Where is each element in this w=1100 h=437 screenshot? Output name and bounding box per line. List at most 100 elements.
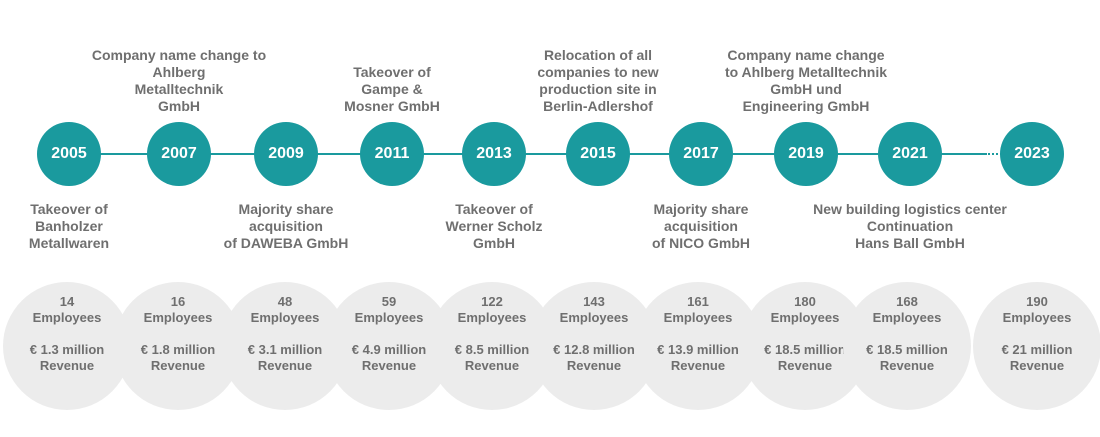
event-line: companies to new [537, 64, 659, 80]
event-line: New building logistics center [813, 201, 1007, 217]
event-line: GmbH [473, 235, 515, 251]
employees-block: 168 Employees [843, 294, 971, 326]
event-2019: Company name change to Ahlberg Metalltech… [696, 47, 916, 115]
stats-bubble-2017: 161 Employees € 13.9 million Revenue [634, 282, 762, 410]
event-line: Majority share [653, 201, 749, 217]
year-node-2007: 2007 [147, 122, 211, 186]
revenue-block: € 1.8 million Revenue [114, 342, 242, 374]
event-2021: New building logistics center Continuatio… [800, 201, 1020, 252]
year-node-2005: 2005 [37, 122, 101, 186]
revenue-block: € 21 million Revenue [973, 342, 1100, 374]
revenue-label: Revenue [777, 358, 833, 373]
employees-block: 190 Employees [973, 294, 1100, 326]
employees-block: 59 Employees [325, 294, 453, 326]
event-line: Banholzer [35, 218, 103, 234]
employees-label: Employees [1002, 310, 1072, 325]
year-node-2011: 2011 [360, 122, 424, 186]
employees-block: 14 Employees [3, 294, 131, 326]
revenue-value: € 21 million [1001, 342, 1073, 357]
revenue-value: € 1.3 million [29, 342, 105, 357]
revenue-value: € 4.9 million [351, 342, 427, 357]
revenue-label: Revenue [150, 358, 206, 373]
event-line: Mosner GmbH [344, 98, 440, 114]
employees-label: Employees [457, 310, 527, 325]
stats-bubble-2021: 168 Employees € 18.5 million Revenue [843, 282, 971, 410]
event-2007: Company name change to Ahlberg Metalltechn… [69, 47, 289, 115]
event-line: Takeover of [353, 64, 431, 80]
year-node-2019: 2019 [774, 122, 838, 186]
employees-count: 59 [381, 294, 397, 309]
event-line: GmbH und [770, 81, 842, 97]
event-line: Takeover of [455, 201, 533, 217]
revenue-label: Revenue [1009, 358, 1065, 373]
year-node-2009: 2009 [254, 122, 318, 186]
event-line: Werner Scholz [445, 218, 543, 234]
year-node-2023: 2023 [1000, 122, 1064, 186]
stats-bubble-2005: 14 Employees € 1.3 million Revenue [3, 282, 131, 410]
event-2013: Takeover of Werner Scholz GmbH [384, 201, 604, 252]
employees-label: Employees [559, 310, 629, 325]
employees-block: 16 Employees [114, 294, 242, 326]
event-line: Majority share [238, 201, 334, 217]
revenue-block: € 1.3 million Revenue [3, 342, 131, 374]
event-2011: Takeover of Gampe & Mosner GmbH [282, 64, 502, 115]
event-2005: Takeover of Banholzer Metallwaren [0, 201, 179, 252]
employees-count: 14 [59, 294, 75, 309]
employees-count: 180 [794, 294, 816, 309]
revenue-block: € 18.5 million Revenue [843, 342, 971, 374]
year-node-2017: 2017 [669, 122, 733, 186]
event-2009: Majority share acquisition of DAWEBA GmbH [176, 201, 396, 252]
event-line: Relocation of all [543, 47, 653, 63]
employees-label: Employees [143, 310, 213, 325]
employees-label: Employees [770, 310, 840, 325]
employees-block: 161 Employees [634, 294, 762, 326]
employees-block: 48 Employees [221, 294, 349, 326]
event-line: of NICO GmbH [652, 235, 750, 251]
employees-block: 143 Employees [530, 294, 658, 326]
employees-count: 161 [687, 294, 709, 309]
revenue-value: € 13.9 million [657, 342, 739, 357]
employees-block: 122 Employees [428, 294, 556, 326]
revenue-label: Revenue [670, 358, 726, 373]
employees-count: 190 [1026, 294, 1048, 309]
revenue-value: € 3.1 million [247, 342, 323, 357]
revenue-block: € 4.9 million Revenue [325, 342, 453, 374]
employees-count: 168 [896, 294, 918, 309]
revenue-label: Revenue [566, 358, 622, 373]
year-node-2021: 2021 [878, 122, 942, 186]
event-line: GmbH [158, 98, 200, 114]
revenue-value: € 8.5 million [454, 342, 530, 357]
stats-bubble-2023: 190 Employees € 21 million Revenue [973, 282, 1100, 410]
employees-label: Employees [663, 310, 733, 325]
employees-count: 16 [170, 294, 186, 309]
revenue-block: € 13.9 million Revenue [634, 342, 762, 374]
event-line: Company name change to [91, 47, 267, 63]
revenue-value: € 18.5 million [764, 342, 846, 357]
employees-count: 143 [583, 294, 605, 309]
event-line: Berlin-Adlershof [543, 98, 653, 114]
revenue-block: € 3.1 million Revenue [221, 342, 349, 374]
employees-label: Employees [354, 310, 424, 325]
event-line: Gampe & [361, 81, 423, 97]
employees-count: 48 [277, 294, 293, 309]
event-line: Continuation [866, 218, 954, 234]
revenue-value: € 12.8 million [553, 342, 635, 357]
revenue-label: Revenue [464, 358, 520, 373]
revenue-label: Revenue [257, 358, 313, 373]
event-line: Engineering GmbH [742, 98, 870, 114]
revenue-block: € 18.5 million Revenue [741, 342, 869, 374]
event-line: Metallwaren [28, 235, 110, 251]
event-2017: Majority share acquisition of NICO GmbH [591, 201, 811, 252]
event-line: Hans Ball GmbH [855, 235, 965, 251]
event-line: acquisition [249, 218, 323, 234]
employees-label: Employees [32, 310, 102, 325]
revenue-value: € 18.5 million [866, 342, 948, 357]
employees-label: Employees [872, 310, 942, 325]
employees-label: Employees [250, 310, 320, 325]
event-line: Ahlberg [152, 64, 206, 80]
event-line: of DAWEBA GmbH [223, 235, 349, 251]
event-line: to Ahlberg Metalltechnik [724, 64, 888, 80]
revenue-label: Revenue [39, 358, 95, 373]
event-line: Metalltechnik [134, 81, 224, 97]
event-line: acquisition [664, 218, 738, 234]
